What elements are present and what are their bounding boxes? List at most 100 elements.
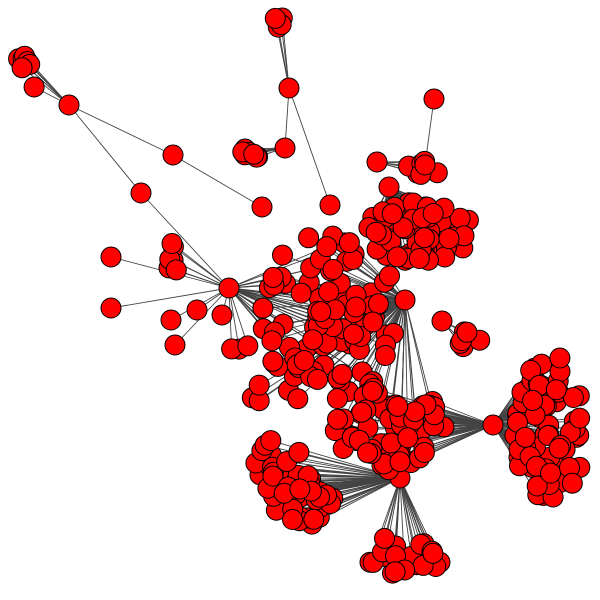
graph-edge: [110, 287, 230, 309]
graph-node: [482, 414, 504, 436]
graph-node: [264, 7, 286, 29]
graph-node: [160, 309, 182, 331]
graph-node: [100, 246, 122, 268]
graph-node: [319, 194, 341, 216]
graph-node: [23, 76, 45, 98]
graph-node: [322, 258, 344, 280]
graph-node: [327, 408, 348, 430]
graph-node: [243, 143, 265, 165]
graph-node: [381, 203, 403, 225]
graph-node: [361, 380, 383, 402]
graph-node: [413, 227, 435, 249]
graph-node: [422, 542, 444, 564]
graph-edge: [341, 299, 406, 375]
graph-node: [397, 427, 419, 449]
graph-node: [386, 246, 408, 268]
graph-edge: [399, 477, 422, 545]
graph-node: [545, 379, 567, 401]
graph-node: [413, 442, 435, 463]
graph-node: [351, 401, 373, 423]
graph-node: [318, 281, 340, 303]
graph-node: [561, 472, 583, 494]
graph-node: [569, 407, 591, 429]
graph-node: [326, 388, 348, 410]
graph-node: [162, 144, 184, 166]
graph-node: [262, 266, 284, 288]
graph-node: [211, 304, 233, 326]
graph-node: [456, 321, 478, 343]
graph-node: [161, 233, 183, 254]
graph-node: [287, 388, 309, 410]
graph-edge: [288, 87, 331, 206]
graph-node: [298, 227, 320, 249]
graph-node: [248, 374, 270, 396]
graph-node: [251, 196, 273, 218]
graph-node: [237, 335, 259, 357]
graph-node: [378, 176, 400, 198]
graph-node: [186, 299, 208, 321]
graph-node: [58, 94, 80, 116]
graph-node: [408, 248, 430, 269]
graph-node: [338, 232, 360, 254]
graph-node: [274, 137, 296, 159]
graph-node: [100, 297, 122, 319]
graph-node: [261, 330, 283, 352]
graph-node: [278, 77, 300, 99]
graph-node: [562, 387, 584, 408]
graph-node: [540, 462, 562, 484]
graph-edge: [68, 104, 174, 156]
graph-node: [316, 236, 338, 258]
graph-node: [374, 527, 395, 549]
graph-node: [307, 368, 328, 390]
graph-node: [365, 221, 387, 243]
graph-edge: [228, 287, 319, 327]
graph-node: [431, 310, 453, 332]
graph-edge: [399, 477, 412, 557]
graph-node: [438, 228, 460, 250]
graph-node: [514, 426, 536, 448]
graph-node: [548, 437, 570, 459]
graph-node: [357, 442, 378, 464]
graph-node: [262, 465, 284, 487]
graph-node: [331, 363, 353, 385]
graph-node: [384, 561, 406, 583]
graph-node: [303, 508, 325, 530]
graph-edge: [228, 287, 373, 382]
graph-node: [11, 57, 33, 79]
graph-node: [422, 203, 444, 224]
graph-node: [130, 182, 152, 204]
graph-node: [414, 154, 436, 176]
graph-node: [522, 389, 544, 411]
graph-node: [218, 277, 240, 299]
graph-node: [290, 282, 312, 304]
graph-node: [345, 296, 367, 318]
graph-node: [165, 259, 187, 281]
graph-node: [288, 441, 310, 463]
graph-node: [394, 289, 416, 311]
graph-node: [366, 151, 388, 173]
graph-node: [423, 88, 445, 110]
graph-edge: [68, 104, 142, 194]
graph-node: [389, 451, 411, 473]
graph-node: [310, 301, 332, 323]
graph-node: [289, 478, 311, 500]
graph-edge: [172, 154, 263, 208]
graph-node: [302, 329, 324, 351]
graph-node: [387, 395, 409, 417]
graph-node: [374, 345, 396, 366]
graph-edge: [140, 192, 230, 289]
graph-edge: [423, 424, 494, 448]
graph-node: [260, 430, 282, 452]
graph-node: [549, 347, 571, 369]
graph-node: [362, 311, 384, 333]
graph-node: [164, 334, 186, 356]
graph-node: [252, 297, 274, 319]
graph-node: [379, 265, 400, 287]
graph-node: [293, 350, 315, 371]
graph-node: [342, 323, 364, 345]
graph-node: [272, 244, 293, 266]
graph-node: [392, 217, 414, 239]
graph-node: [282, 509, 303, 530]
graph-node: [368, 293, 389, 315]
